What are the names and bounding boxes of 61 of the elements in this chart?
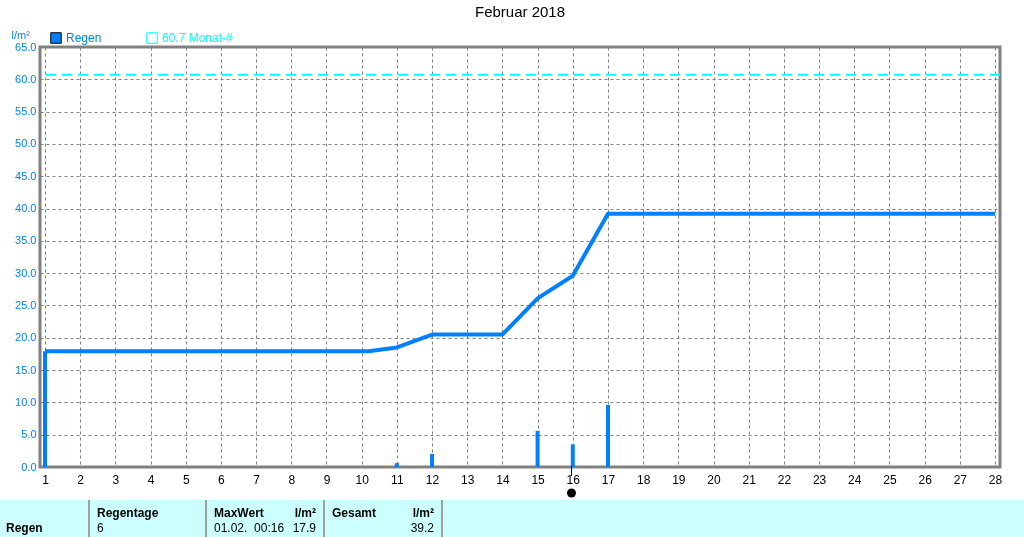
y-tick-label: 0.0 xyxy=(21,460,37,473)
text: 6 xyxy=(97,521,104,535)
text: 17.9 xyxy=(292,521,316,535)
x-tick-label: 20 xyxy=(707,472,722,487)
y-tick-label: 45.0 xyxy=(15,169,37,182)
y-tick-label: 35.0 xyxy=(15,234,37,247)
x-tick-label: 23 xyxy=(812,472,827,487)
bar xyxy=(394,463,399,467)
x-tick-label: 21 xyxy=(742,472,757,487)
text: MaxWert xyxy=(214,506,264,520)
x-tick-label: 19 xyxy=(672,472,686,487)
text: l/m² xyxy=(412,506,434,520)
y-tick-label: 20.0 xyxy=(15,331,37,344)
x-tick-label: 11 xyxy=(391,472,404,487)
x-tick-label: 6 xyxy=(218,472,226,487)
y-tick-label: 10.0 xyxy=(15,395,37,408)
x-tick-label: 27 xyxy=(953,472,968,487)
y-axis-title: l/m² xyxy=(11,28,31,41)
x-tick-label: 3 xyxy=(112,472,120,487)
bar xyxy=(535,430,540,467)
legend-label: 60.7 Monat-# xyxy=(162,31,234,45)
y-tick-label: 40.0 xyxy=(15,202,37,215)
x-tick-label: 14 xyxy=(496,472,510,487)
legend-label: Regen xyxy=(66,31,102,45)
text: 39.2 xyxy=(410,521,434,535)
x-tick-label: 7 xyxy=(253,472,261,487)
x-tick-label: 24 xyxy=(848,472,862,487)
y-tick-label: 15.0 xyxy=(15,363,37,376)
x-tick-label: 25 xyxy=(883,472,897,487)
y-tick-label: 50.0 xyxy=(15,137,37,150)
text: Gesamt xyxy=(332,506,377,520)
x-tick-label: 15 xyxy=(531,472,546,487)
x-tick-label: 12 xyxy=(425,472,440,487)
text: 01.02. 00:16 xyxy=(214,521,285,535)
x-tick-label: 9 xyxy=(323,472,331,487)
y-tick-label: 30.0 xyxy=(15,266,37,279)
y-tick-label: 65.0 xyxy=(15,40,37,53)
y-tick-label: 5.0 xyxy=(21,428,37,441)
x-tick-label: 4 xyxy=(147,472,155,487)
text: l/m² xyxy=(294,506,316,520)
y-tick-label: 55.0 xyxy=(15,105,37,118)
y-tick-label: 60.0 xyxy=(15,72,37,85)
x-tick-label: 16 xyxy=(566,472,581,487)
x-tick-label: 22 xyxy=(777,472,792,487)
x-tick-label: 26 xyxy=(918,472,933,487)
chart-title: Februar 2018 xyxy=(474,3,566,20)
x-tick-label: 8 xyxy=(288,472,296,487)
bar xyxy=(570,444,575,467)
bar xyxy=(605,404,610,467)
text: Regen xyxy=(6,521,43,535)
x-tick-label: 1 xyxy=(42,472,50,487)
y-tick-label: 25.0 xyxy=(15,298,37,311)
x-tick-label: 17 xyxy=(601,472,616,487)
x-tick-label: 2 xyxy=(77,472,85,487)
x-tick-label: 5 xyxy=(182,472,190,487)
text: Regentage xyxy=(97,506,159,520)
bar xyxy=(430,454,435,467)
x-tick-label: 13 xyxy=(461,472,475,487)
x-tick-label: 10 xyxy=(355,472,370,487)
x-tick-label: 28 xyxy=(988,472,1003,487)
x-tick-label: 18 xyxy=(636,472,651,487)
